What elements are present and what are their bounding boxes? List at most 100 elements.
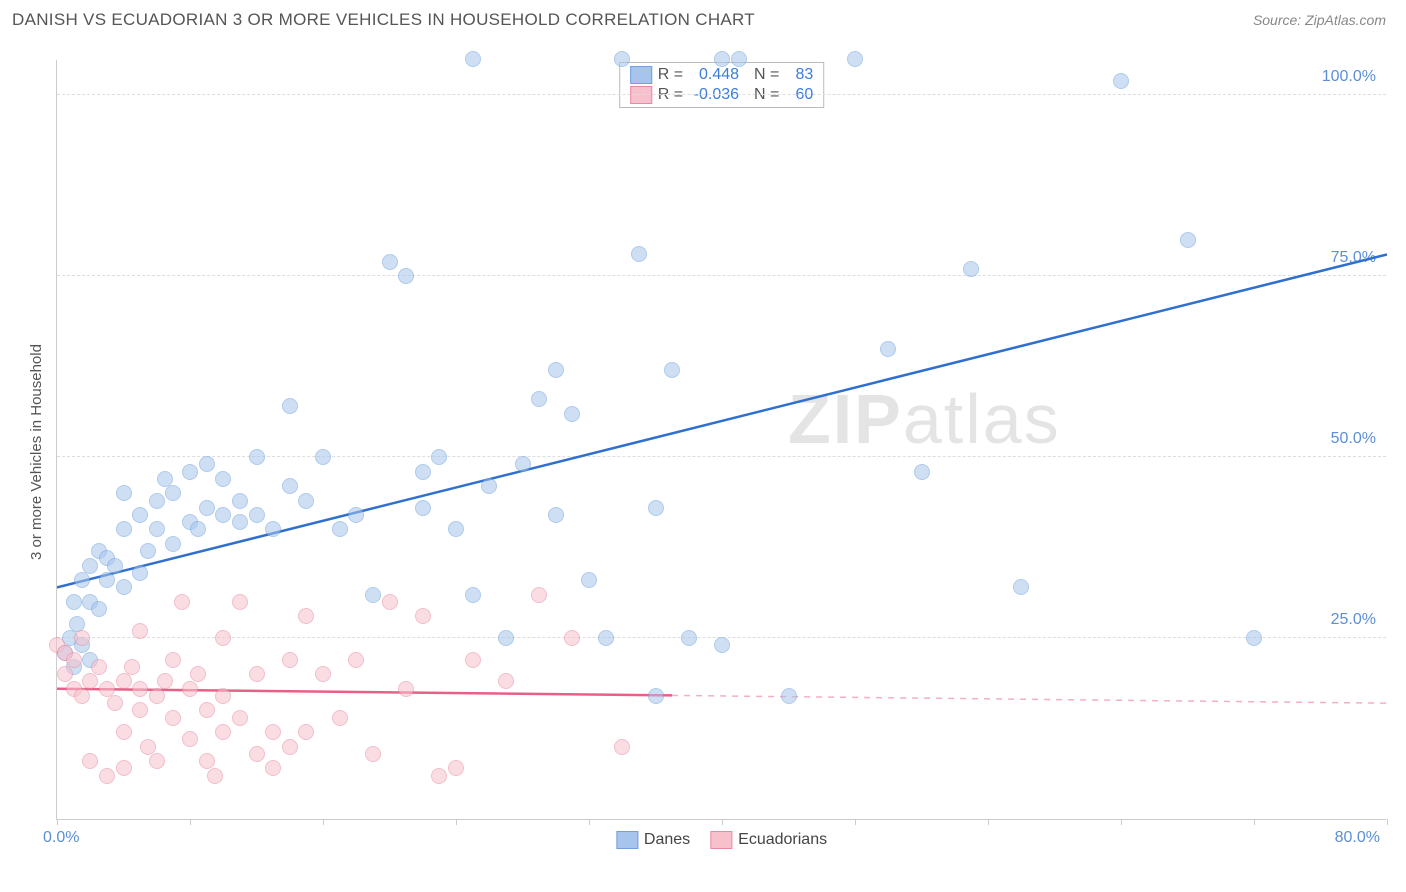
data-point: [99, 572, 115, 588]
data-point: [332, 710, 348, 726]
x-minor-tick: [589, 819, 590, 825]
data-point: [232, 594, 248, 610]
data-point: [382, 594, 398, 610]
data-point: [149, 493, 165, 509]
data-point: [631, 246, 647, 262]
data-point: [515, 456, 531, 472]
data-point: [598, 630, 614, 646]
data-point: [348, 652, 364, 668]
data-point: [714, 51, 730, 67]
data-point: [847, 51, 863, 67]
data-point: [174, 594, 190, 610]
data-point: [82, 753, 98, 769]
data-point: [265, 724, 281, 740]
data-point: [74, 572, 90, 588]
data-point: [531, 587, 547, 603]
data-point: [215, 507, 231, 523]
data-point: [140, 543, 156, 559]
data-point: [365, 746, 381, 762]
data-point: [564, 406, 580, 422]
data-point: [714, 637, 730, 653]
data-point: [415, 464, 431, 480]
data-point: [116, 521, 132, 537]
legend-item: Ecuadorians: [710, 831, 827, 849]
data-point: [140, 739, 156, 755]
legend-label: Danes: [644, 831, 690, 849]
data-point: [132, 565, 148, 581]
data-point: [99, 768, 115, 784]
data-point: [99, 681, 115, 697]
data-point: [249, 507, 265, 523]
data-point: [232, 493, 248, 509]
data-point: [132, 623, 148, 639]
data-point: [149, 688, 165, 704]
data-point: [498, 673, 514, 689]
data-point: [332, 521, 348, 537]
data-point: [232, 710, 248, 726]
data-point: [298, 724, 314, 740]
data-point: [182, 731, 198, 747]
data-point: [282, 398, 298, 414]
data-point: [149, 521, 165, 537]
data-point: [963, 261, 979, 277]
data-point: [298, 493, 314, 509]
data-point: [149, 753, 165, 769]
data-point: [465, 51, 481, 67]
x-minor-tick: [57, 819, 58, 825]
y-axis-label: 3 or more Vehicles in Household: [28, 344, 45, 560]
data-point: [82, 558, 98, 574]
data-point: [215, 630, 231, 646]
data-point: [215, 471, 231, 487]
data-point: [382, 254, 398, 270]
x-minor-tick: [988, 819, 989, 825]
data-point: [548, 362, 564, 378]
data-point: [1180, 232, 1196, 248]
data-point: [66, 594, 82, 610]
data-point: [116, 673, 132, 689]
x-minor-tick: [1254, 819, 1255, 825]
data-point: [124, 659, 140, 675]
data-point: [315, 666, 331, 682]
data-point: [165, 710, 181, 726]
data-point: [132, 702, 148, 718]
x-minor-tick: [190, 819, 191, 825]
data-point: [448, 521, 464, 537]
data-point: [116, 724, 132, 740]
data-point: [249, 746, 265, 762]
x-minor-tick: [323, 819, 324, 825]
x-minor-tick: [855, 819, 856, 825]
data-point: [1013, 579, 1029, 595]
data-point: [215, 724, 231, 740]
data-point: [265, 521, 281, 537]
trend-lines: [57, 59, 1387, 819]
data-point: [249, 449, 265, 465]
data-point: [398, 681, 414, 697]
data-point: [74, 630, 90, 646]
data-point: [165, 652, 181, 668]
data-point: [265, 760, 281, 776]
data-point: [315, 449, 331, 465]
data-point: [282, 652, 298, 668]
data-point: [781, 688, 797, 704]
data-point: [531, 391, 547, 407]
chart-title: DANISH VS ECUADORIAN 3 OR MORE VEHICLES …: [12, 10, 755, 30]
data-point: [448, 760, 464, 776]
x-minor-tick: [456, 819, 457, 825]
data-point: [648, 688, 664, 704]
data-point: [91, 601, 107, 617]
data-point: [348, 507, 364, 523]
data-point: [57, 666, 73, 682]
data-point: [132, 681, 148, 697]
trend-line-dashed-ecuadorians: [672, 695, 1387, 703]
data-point: [199, 702, 215, 718]
data-point: [116, 579, 132, 595]
data-point: [1113, 73, 1129, 89]
data-point: [157, 471, 173, 487]
data-point: [465, 652, 481, 668]
data-point: [132, 507, 148, 523]
data-point: [82, 673, 98, 689]
data-point: [415, 500, 431, 516]
x-minor-tick: [722, 819, 723, 825]
data-point: [215, 688, 231, 704]
data-point: [190, 666, 206, 682]
